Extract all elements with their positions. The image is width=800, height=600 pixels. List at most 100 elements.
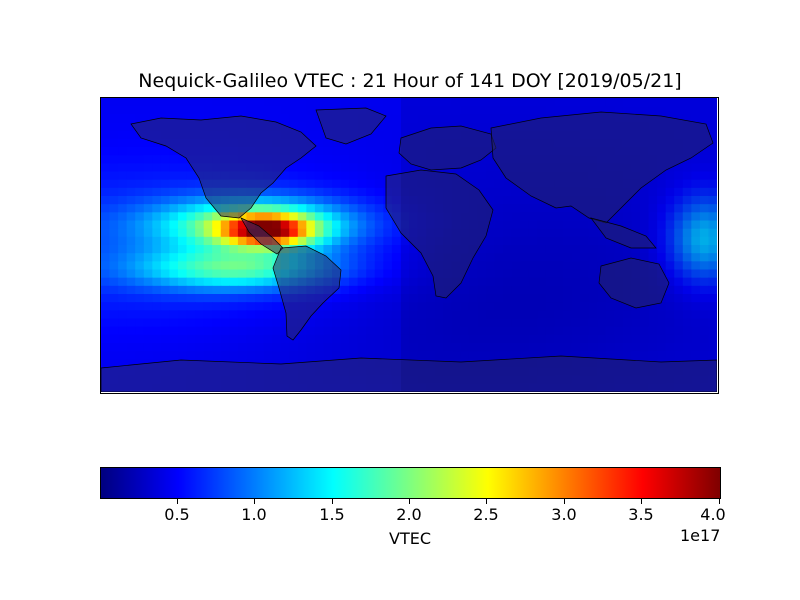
- heatmap-cell: [255, 285, 265, 295]
- heatmap-cell: [178, 106, 188, 115]
- heatmap-cell: [314, 318, 325, 328]
- heatmap-cell: [443, 326, 453, 336]
- heatmap-cell: [494, 343, 504, 352]
- heatmap-cell: [691, 163, 701, 173]
- heatmap-cell: [691, 261, 701, 271]
- heatmap-cell: [563, 236, 573, 246]
- heatmap-cell: [400, 98, 410, 107]
- heatmap-cell: [674, 204, 684, 213]
- heatmap-cell: [366, 285, 376, 295]
- heatmap-cell: [691, 98, 701, 107]
- heatmap-cell: [494, 351, 504, 360]
- heatmap-cell: [511, 106, 521, 115]
- heatmap-cell: [135, 155, 145, 164]
- heatmap-cell: [272, 98, 282, 107]
- heatmap-cell: [657, 220, 667, 230]
- heatmap-cell: [306, 228, 316, 238]
- heatmap-cell: [246, 310, 256, 320]
- heatmap-cell: [657, 318, 667, 328]
- heatmap-cell: [528, 253, 538, 262]
- heatmap-cell: [691, 212, 701, 222]
- heatmap-cell: [126, 302, 136, 311]
- heatmap-cell: [220, 261, 230, 271]
- heatmap-cell: [169, 334, 179, 344]
- heatmap-cell: [528, 228, 538, 238]
- heatmap-cell: [614, 253, 624, 262]
- landmass-antarctica: [101, 355, 717, 392]
- heatmap-cell: [195, 334, 205, 344]
- heatmap-cell: [580, 326, 590, 336]
- heatmap-cell: [203, 204, 213, 213]
- heatmap-cell: [374, 171, 384, 181]
- heatmap-cell: [391, 228, 402, 238]
- heatmap-cell: [160, 302, 171, 311]
- heatmap-cell: [400, 130, 410, 140]
- heatmap-cell: [220, 98, 230, 107]
- heatmap-cell: [118, 334, 128, 344]
- heatmap-cell: [391, 334, 402, 344]
- heatmap-cell: [135, 285, 145, 295]
- heatmap-cell: [143, 294, 153, 303]
- heatmap-cell: [152, 220, 162, 230]
- heatmap-cell: [503, 318, 513, 328]
- heatmap-cell: [246, 106, 256, 115]
- heatmap-cell: [263, 302, 273, 311]
- heatmap-cell: [195, 204, 205, 213]
- heatmap-cell: [109, 294, 119, 303]
- heatmap-cell: [143, 220, 153, 230]
- heatmap-cell: [349, 179, 359, 189]
- heatmap-cell: [674, 277, 684, 287]
- heatmap-cell: [374, 179, 384, 189]
- heatmap-cell: [417, 334, 427, 344]
- heatmap-cell: [366, 138, 376, 148]
- heatmap-cell: [674, 294, 684, 303]
- heatmap-cell: [417, 122, 427, 132]
- heatmap-cell: [314, 245, 325, 254]
- heatmap-cell: [605, 98, 615, 107]
- heatmap-cell: [443, 294, 453, 303]
- heatmap-cell: [220, 310, 230, 320]
- heatmap-cell: [511, 196, 521, 205]
- heatmap-cell: [340, 343, 350, 352]
- heatmap-cell: [195, 220, 205, 230]
- heatmap-cell: [340, 171, 350, 181]
- heatmap-cell: [297, 228, 307, 238]
- heatmap-cell: [349, 269, 359, 279]
- heatmap-cell: [178, 351, 188, 360]
- heatmap-cell: [101, 294, 111, 303]
- heatmap-cell: [708, 228, 717, 238]
- heatmap-cell: [143, 334, 153, 344]
- heatmap-cell: [545, 236, 556, 246]
- heatmap-cell: [682, 228, 692, 238]
- heatmap-cell: [237, 220, 248, 230]
- heatmap-cell: [109, 98, 119, 107]
- heatmap-cell: [563, 98, 573, 107]
- heatmap-cell: [494, 114, 504, 124]
- heatmap-cell: [391, 318, 402, 328]
- heatmap-cell: [571, 236, 581, 246]
- heatmap-cell: [340, 334, 350, 344]
- heatmap-cell: [323, 163, 333, 173]
- heatmap-cell: [289, 236, 299, 246]
- heatmap-cell: [246, 343, 256, 352]
- heatmap-cell: [708, 106, 717, 115]
- heatmap-cell: [391, 277, 402, 287]
- heatmap-cell: [563, 326, 573, 336]
- heatmap-cell: [537, 334, 547, 344]
- heatmap-cell: [563, 318, 573, 328]
- heatmap-cell: [657, 179, 667, 189]
- heatmap-cell: [409, 302, 419, 311]
- heatmap-cell: [255, 310, 265, 320]
- heatmap-cell: [400, 318, 410, 328]
- heatmap-cell: [272, 228, 282, 238]
- heatmap-cell: [665, 196, 675, 205]
- heatmap-cell: [126, 163, 136, 173]
- heatmap-cell: [674, 245, 684, 254]
- heatmap-cell: [349, 196, 359, 205]
- heatmap-cell: [178, 310, 188, 320]
- heatmap-cell: [554, 204, 564, 213]
- heatmap-cell: [699, 310, 710, 320]
- heatmap-cell: [665, 220, 675, 230]
- heatmap-cell: [109, 236, 119, 246]
- heatmap-cell: [126, 98, 136, 107]
